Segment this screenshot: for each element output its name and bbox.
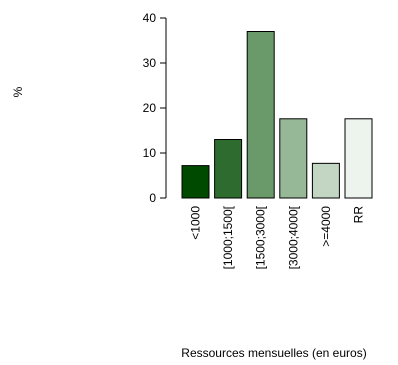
x-tick-label: [1500;3000[ xyxy=(254,205,268,269)
bar xyxy=(344,118,373,199)
bars xyxy=(181,31,373,199)
x-tick-label: >=4000 xyxy=(319,206,333,247)
y-tick-label: 10 xyxy=(143,146,157,160)
x-tick-label: <1000 xyxy=(189,206,203,240)
y-axis-label: % xyxy=(11,86,25,97)
x-tick-label: [1000;1500[ xyxy=(221,205,235,269)
x-tick-labels: <1000 [1000;1500[ [1500;3000[ [3000;4000[ >=… xyxy=(189,205,366,269)
x-axis-label: Ressources mensuelles (en euros) xyxy=(181,346,366,360)
y-tick-label: 20 xyxy=(143,101,157,115)
y-tick-label: 40 xyxy=(143,11,157,25)
bar xyxy=(279,118,308,199)
x-tick-label: RR xyxy=(352,206,366,224)
y-tick-label: 0 xyxy=(149,191,156,205)
bar xyxy=(214,139,243,199)
y-tick-label: 30 xyxy=(143,56,157,70)
bar xyxy=(311,162,340,199)
x-tick-label: [3000;4000[ xyxy=(286,205,300,269)
bar xyxy=(181,165,210,199)
y-axis: 0 10 20 30 40 xyxy=(143,11,167,205)
bar xyxy=(246,31,275,199)
